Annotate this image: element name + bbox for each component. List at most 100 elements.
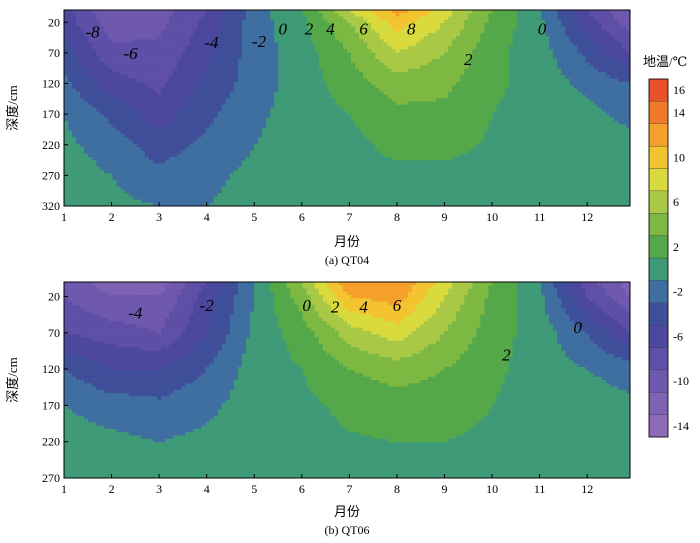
contour-cell	[452, 68, 457, 73]
contour-cell	[399, 42, 405, 47]
contour-cell	[577, 23, 583, 27]
contour-cell	[262, 104, 267, 109]
contour-cell	[403, 10, 409, 14]
contour-cell	[112, 55, 118, 60]
contour-cell	[140, 39, 146, 44]
contour-cell	[140, 68, 146, 73]
contour-cell	[367, 55, 372, 60]
contour-cell	[407, 117, 413, 122]
contour-cell	[322, 19, 328, 24]
contour-cell	[528, 36, 534, 40]
contour-cell	[512, 26, 518, 31]
contour-cell	[262, 49, 267, 54]
contour-cell	[367, 117, 372, 122]
contour-cell	[581, 111, 587, 116]
contour-cell	[197, 16, 203, 21]
contour-cell	[116, 75, 122, 80]
contour-cell	[80, 91, 85, 96]
contour-cell	[306, 42, 312, 47]
contour-cell	[488, 117, 494, 122]
contour-cell	[468, 68, 473, 73]
contour-cell	[241, 114, 247, 119]
contour-cell	[181, 32, 186, 37]
contour-cell	[355, 42, 360, 47]
contour-cell	[464, 117, 469, 122]
contour-cell	[64, 26, 69, 31]
contour-cell	[161, 23, 166, 27]
contour-cell	[241, 32, 247, 37]
contour-cell	[359, 59, 364, 63]
contour-cell	[427, 55, 433, 60]
contour-cell	[371, 104, 376, 109]
contour-cell	[270, 42, 275, 47]
contour-cell	[270, 124, 275, 129]
contour-cell	[266, 91, 271, 96]
contour-cell	[108, 23, 114, 27]
contour-cell	[520, 39, 526, 44]
contour-cell	[553, 111, 558, 116]
contour-cell	[169, 45, 174, 50]
contour-cell	[383, 88, 389, 93]
contour-cell	[318, 124, 324, 129]
contour-cell	[516, 32, 522, 37]
contour-cell	[209, 72, 215, 76]
contour-cell	[375, 32, 380, 37]
contour-cell	[124, 10, 130, 14]
contour-cell	[310, 101, 316, 106]
contour-cell	[565, 42, 570, 47]
contour-cell	[520, 65, 526, 70]
contour-cell	[282, 52, 287, 57]
contour-cell	[601, 23, 607, 27]
contour-cell	[601, 81, 607, 86]
contour-cell	[128, 98, 134, 103]
contour-cell	[262, 85, 267, 89]
contour-cell	[524, 111, 530, 116]
contour-cell	[387, 121, 393, 125]
contour-cell	[439, 88, 445, 93]
contour-cell	[553, 81, 558, 86]
contour-cell	[609, 78, 615, 83]
contour-cell	[452, 10, 457, 14]
contour-cell	[302, 42, 308, 47]
contour-cell	[500, 16, 506, 21]
contour-cell	[156, 121, 162, 125]
contour-cell	[448, 49, 453, 54]
contour-cell	[573, 78, 579, 83]
contour-cell	[338, 81, 344, 86]
contour-cell	[104, 114, 110, 119]
contour-cell	[72, 98, 77, 103]
contour-cell	[245, 85, 251, 89]
contour-cell	[136, 108, 142, 112]
contour-cell	[241, 94, 247, 99]
contour-cell	[452, 49, 457, 54]
contour-cell	[197, 78, 203, 83]
contour-cell	[88, 117, 93, 122]
contour-cell	[452, 124, 457, 129]
contour-cell	[500, 85, 506, 89]
contour-cell	[254, 68, 259, 73]
contour-cell	[213, 68, 219, 73]
contour-cell	[233, 13, 239, 18]
contour-cell	[229, 104, 235, 109]
contour-cell	[156, 59, 162, 63]
contour-cell	[124, 19, 130, 24]
contour-cell	[254, 104, 259, 109]
contour-cell	[589, 94, 595, 99]
contour-cell	[391, 98, 397, 103]
contour-cell	[116, 10, 122, 14]
contour-cell	[245, 78, 251, 83]
contour-cell	[492, 94, 498, 99]
contour-cell	[181, 111, 186, 116]
contour-cell	[593, 39, 599, 44]
contour-cell	[488, 75, 494, 80]
contour-cell	[84, 13, 89, 18]
contour-cell	[169, 94, 174, 99]
contour-cell	[476, 98, 482, 103]
contour-cell	[561, 10, 566, 14]
contour-cell	[185, 104, 190, 109]
contour-cell	[185, 72, 190, 76]
contour-cell	[72, 94, 77, 99]
contour-cell	[589, 19, 595, 24]
contour-cell	[100, 45, 106, 50]
contour-cell	[419, 98, 425, 103]
